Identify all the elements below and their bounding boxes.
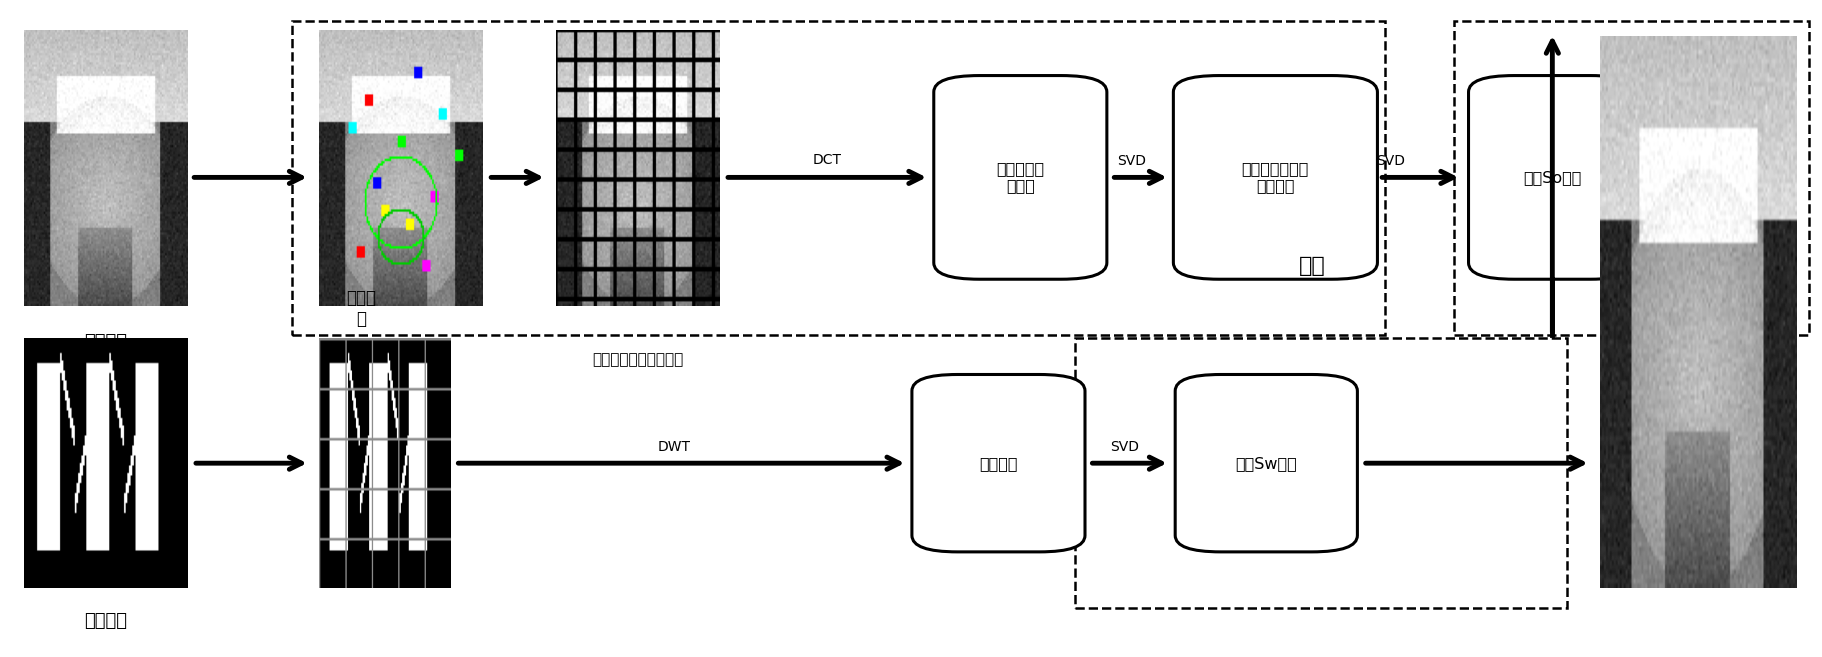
Text: 系数选取: 系数选取: [978, 456, 1018, 470]
FancyBboxPatch shape: [913, 374, 1086, 552]
FancyBboxPatch shape: [1175, 374, 1357, 552]
Text: DWT: DWT: [658, 440, 691, 454]
Bar: [292, 21, 1385, 335]
Text: SVD: SVD: [1376, 154, 1405, 168]
Text: 选取So矩阵: 选取So矩阵: [1523, 170, 1581, 185]
Text: SVD: SVD: [1110, 440, 1139, 454]
FancyBboxPatch shape: [1173, 76, 1377, 279]
Bar: [1075, 338, 1567, 608]
Text: DCT: DCT: [813, 153, 842, 168]
Text: 原始图像: 原始图像: [84, 332, 128, 351]
Text: 选取系数构
成矩阵: 选取系数构 成矩阵: [997, 161, 1044, 194]
Text: 选取Sw矩阵: 选取Sw矩阵: [1235, 456, 1297, 470]
FancyBboxPatch shape: [1469, 76, 1636, 279]
FancyBboxPatch shape: [935, 76, 1108, 279]
Bar: [1454, 21, 1809, 335]
Text: 水印图像: 水印图像: [84, 612, 128, 630]
Text: 选取奇异值构建
特征矩阵: 选取奇异值构建 特征矩阵: [1243, 161, 1308, 194]
Text: 嵌入: 嵌入: [1299, 256, 1325, 276]
Text: SVD: SVD: [1117, 154, 1146, 168]
Text: 图像分
块: 图像分 块: [346, 289, 375, 328]
Text: 特征区域的选取和确定: 特征区域的选取和确定: [592, 353, 683, 367]
